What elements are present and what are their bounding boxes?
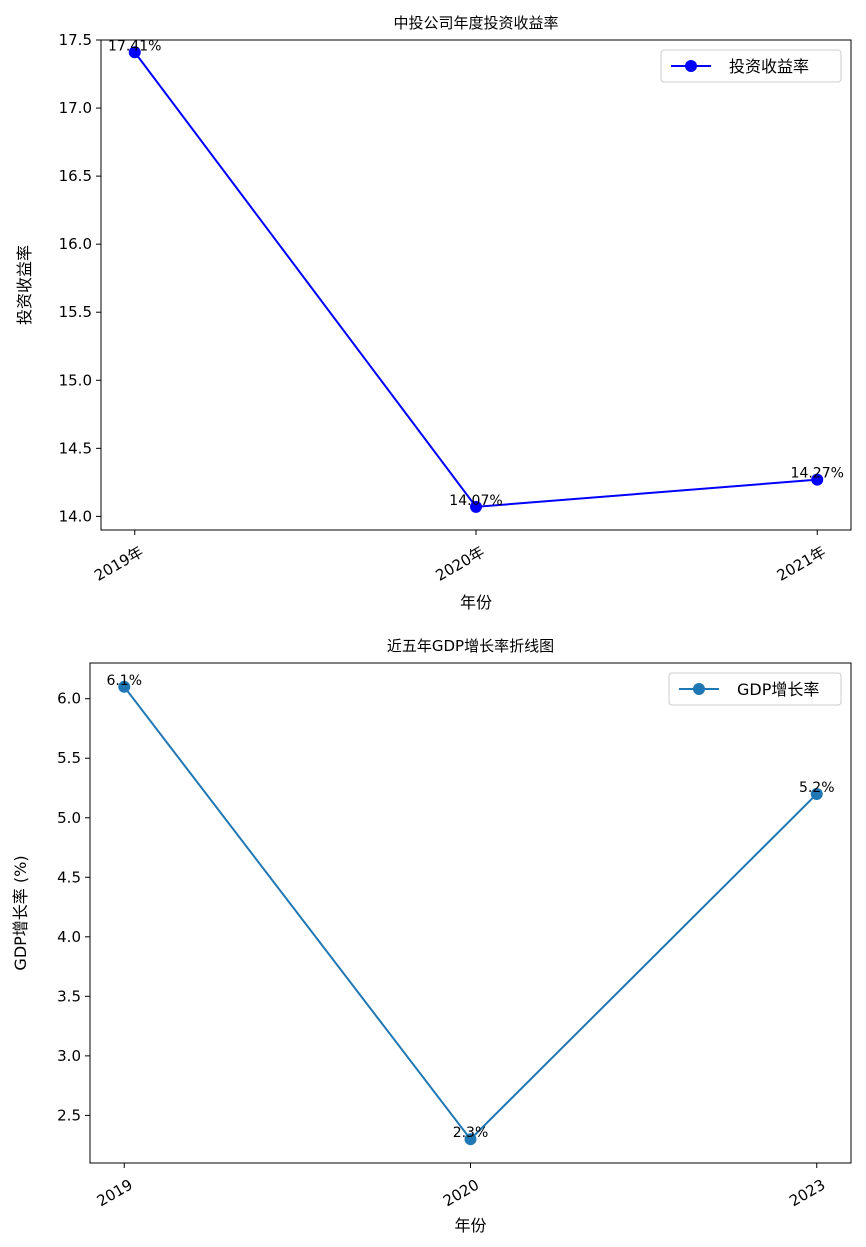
data-label: 6.1% xyxy=(106,673,142,689)
data-label: 2.3% xyxy=(453,1125,489,1141)
data-point xyxy=(470,500,482,513)
data-point xyxy=(464,1133,477,1146)
y-tick-label: 3.0 xyxy=(57,1047,81,1065)
y-tick-label: 5.5 xyxy=(57,749,81,767)
y-tick-label: 4.5 xyxy=(57,868,81,886)
plot-frame xyxy=(100,39,852,531)
plot-frame xyxy=(89,662,852,1164)
y-tick-label: 14.5 xyxy=(59,439,92,457)
y-tick-label: 14.0 xyxy=(59,507,92,525)
y-tick-label: 2.5 xyxy=(57,1106,81,1124)
legend-marker xyxy=(693,683,705,695)
y-tick-label: 17.5 xyxy=(59,31,92,49)
y-tick-label: 5.0 xyxy=(57,809,81,827)
y-tick-label: 6.0 xyxy=(57,690,81,708)
data-point xyxy=(118,680,131,693)
legend-label: 投资收益率 xyxy=(729,57,809,76)
y-tick-label: 16.0 xyxy=(59,235,92,253)
data-label: 5.2% xyxy=(799,780,835,796)
legend-label: GDP增长率 xyxy=(737,680,819,699)
y-tick-label: 15.5 xyxy=(59,303,92,321)
data-label: 14.07% xyxy=(449,493,502,509)
y-tick-label: 15.0 xyxy=(59,371,92,389)
y-tick-label: 3.5 xyxy=(57,987,81,1005)
y-axis-label: 投资收益率 xyxy=(15,245,34,325)
y-axis-label: GDP增长率 (%) xyxy=(11,855,30,970)
data-point xyxy=(128,46,141,59)
legend-box xyxy=(668,672,842,706)
chart-investment-return: 中投公司年度投资收益率 14.0 14.5 15.0 15.5 16.0 16.5 17.0 1… xyxy=(15,14,852,612)
y-tick-label: 17.0 xyxy=(59,99,92,117)
data-label: 14.27% xyxy=(791,466,844,482)
data-point xyxy=(811,473,824,486)
chart-title: 近五年GDP增长率折线图 xyxy=(387,637,554,655)
legend-marker xyxy=(685,60,697,72)
x-axis-label: 年份 xyxy=(460,593,492,612)
legend-box xyxy=(660,49,842,83)
chart-gdp-growth: 近五年GDP增长率折线图2.53.03.54.04.55.05.56.02019… xyxy=(11,637,852,1235)
data-label: 17.41% xyxy=(108,38,161,54)
chart-title: 中投公司年度投资收益率 xyxy=(393,14,558,32)
data-point xyxy=(810,787,823,800)
y-tick-label: 16.5 xyxy=(59,167,92,185)
y-tick-label: 4.0 xyxy=(57,928,81,946)
x-axis-label: 年份 xyxy=(454,1216,486,1235)
